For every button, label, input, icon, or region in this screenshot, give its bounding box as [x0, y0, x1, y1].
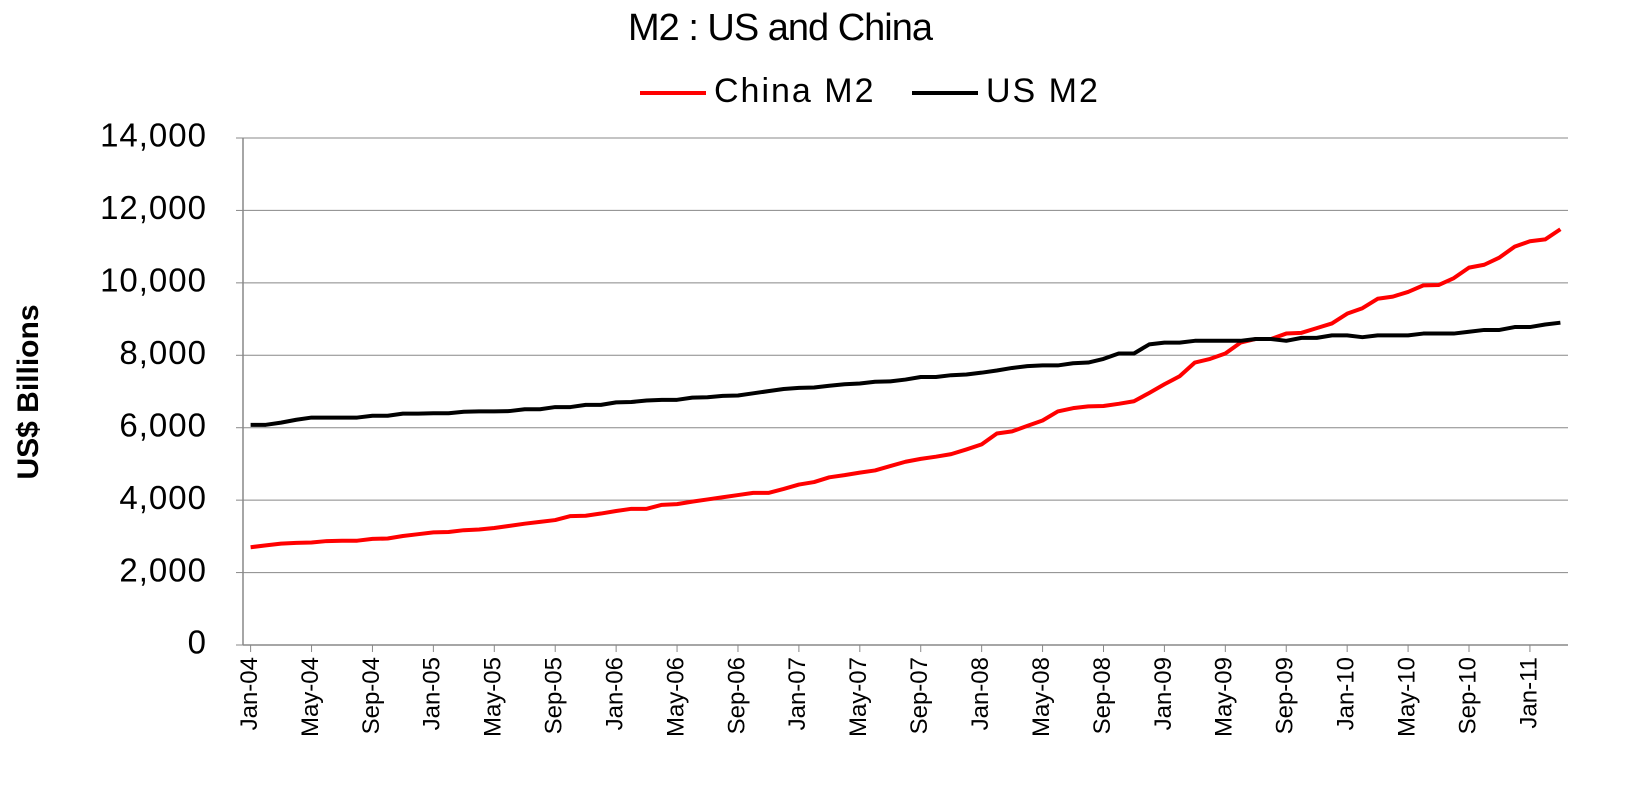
- y-tick-label: 12,000: [100, 189, 207, 226]
- x-tick-label: Sep-04: [358, 657, 385, 734]
- x-tick-label: Jan-05: [419, 657, 446, 730]
- x-tick-label: May-04: [297, 657, 324, 737]
- x-tick-label: May-09: [1211, 657, 1238, 737]
- x-tick-label: May-05: [480, 657, 507, 737]
- y-tick-label: 0: [188, 624, 207, 661]
- x-tick-label: May-06: [662, 657, 689, 737]
- y-axis-label: US$ Billions: [12, 304, 45, 479]
- x-tick-label: Sep-08: [1089, 657, 1116, 734]
- y-tick-label: 4,000: [119, 479, 207, 516]
- x-tick-label: Jan-06: [601, 657, 628, 730]
- x-tick-label: Jan-11: [1515, 657, 1542, 729]
- y-tick-label: 6,000: [119, 406, 207, 443]
- y-tick-label: 10,000: [100, 262, 207, 299]
- legend-label: US M2: [986, 72, 1100, 110]
- x-tick-label: May-10: [1393, 657, 1420, 737]
- x-tick-label: Jan-08: [967, 657, 994, 730]
- x-tick-label: Jan-09: [1150, 657, 1177, 730]
- x-tick-label: Jan-10: [1333, 657, 1360, 730]
- x-tick-label: Sep-09: [1272, 657, 1299, 734]
- x-tick-label: Jan-04: [236, 657, 263, 730]
- x-tick-label: Sep-05: [541, 657, 568, 734]
- y-tick-label: 2,000: [119, 551, 207, 588]
- data-line: [250, 320, 1561, 427]
- x-tick-label: May-07: [845, 657, 872, 737]
- x-tick-label: Sep-10: [1454, 657, 1481, 734]
- x-tick-label: Jan-07: [784, 657, 811, 730]
- data-line: [250, 227, 1562, 550]
- x-tick-label: May-08: [1028, 657, 1055, 737]
- y-tick-label: 14,000: [100, 117, 207, 154]
- x-tick-label: Sep-06: [723, 657, 750, 734]
- y-tick-label: 8,000: [119, 334, 207, 371]
- x-tick-label: Sep-07: [906, 657, 933, 734]
- chart-title: M2 : US and China: [628, 7, 934, 49]
- legend-label: China M2: [714, 72, 876, 110]
